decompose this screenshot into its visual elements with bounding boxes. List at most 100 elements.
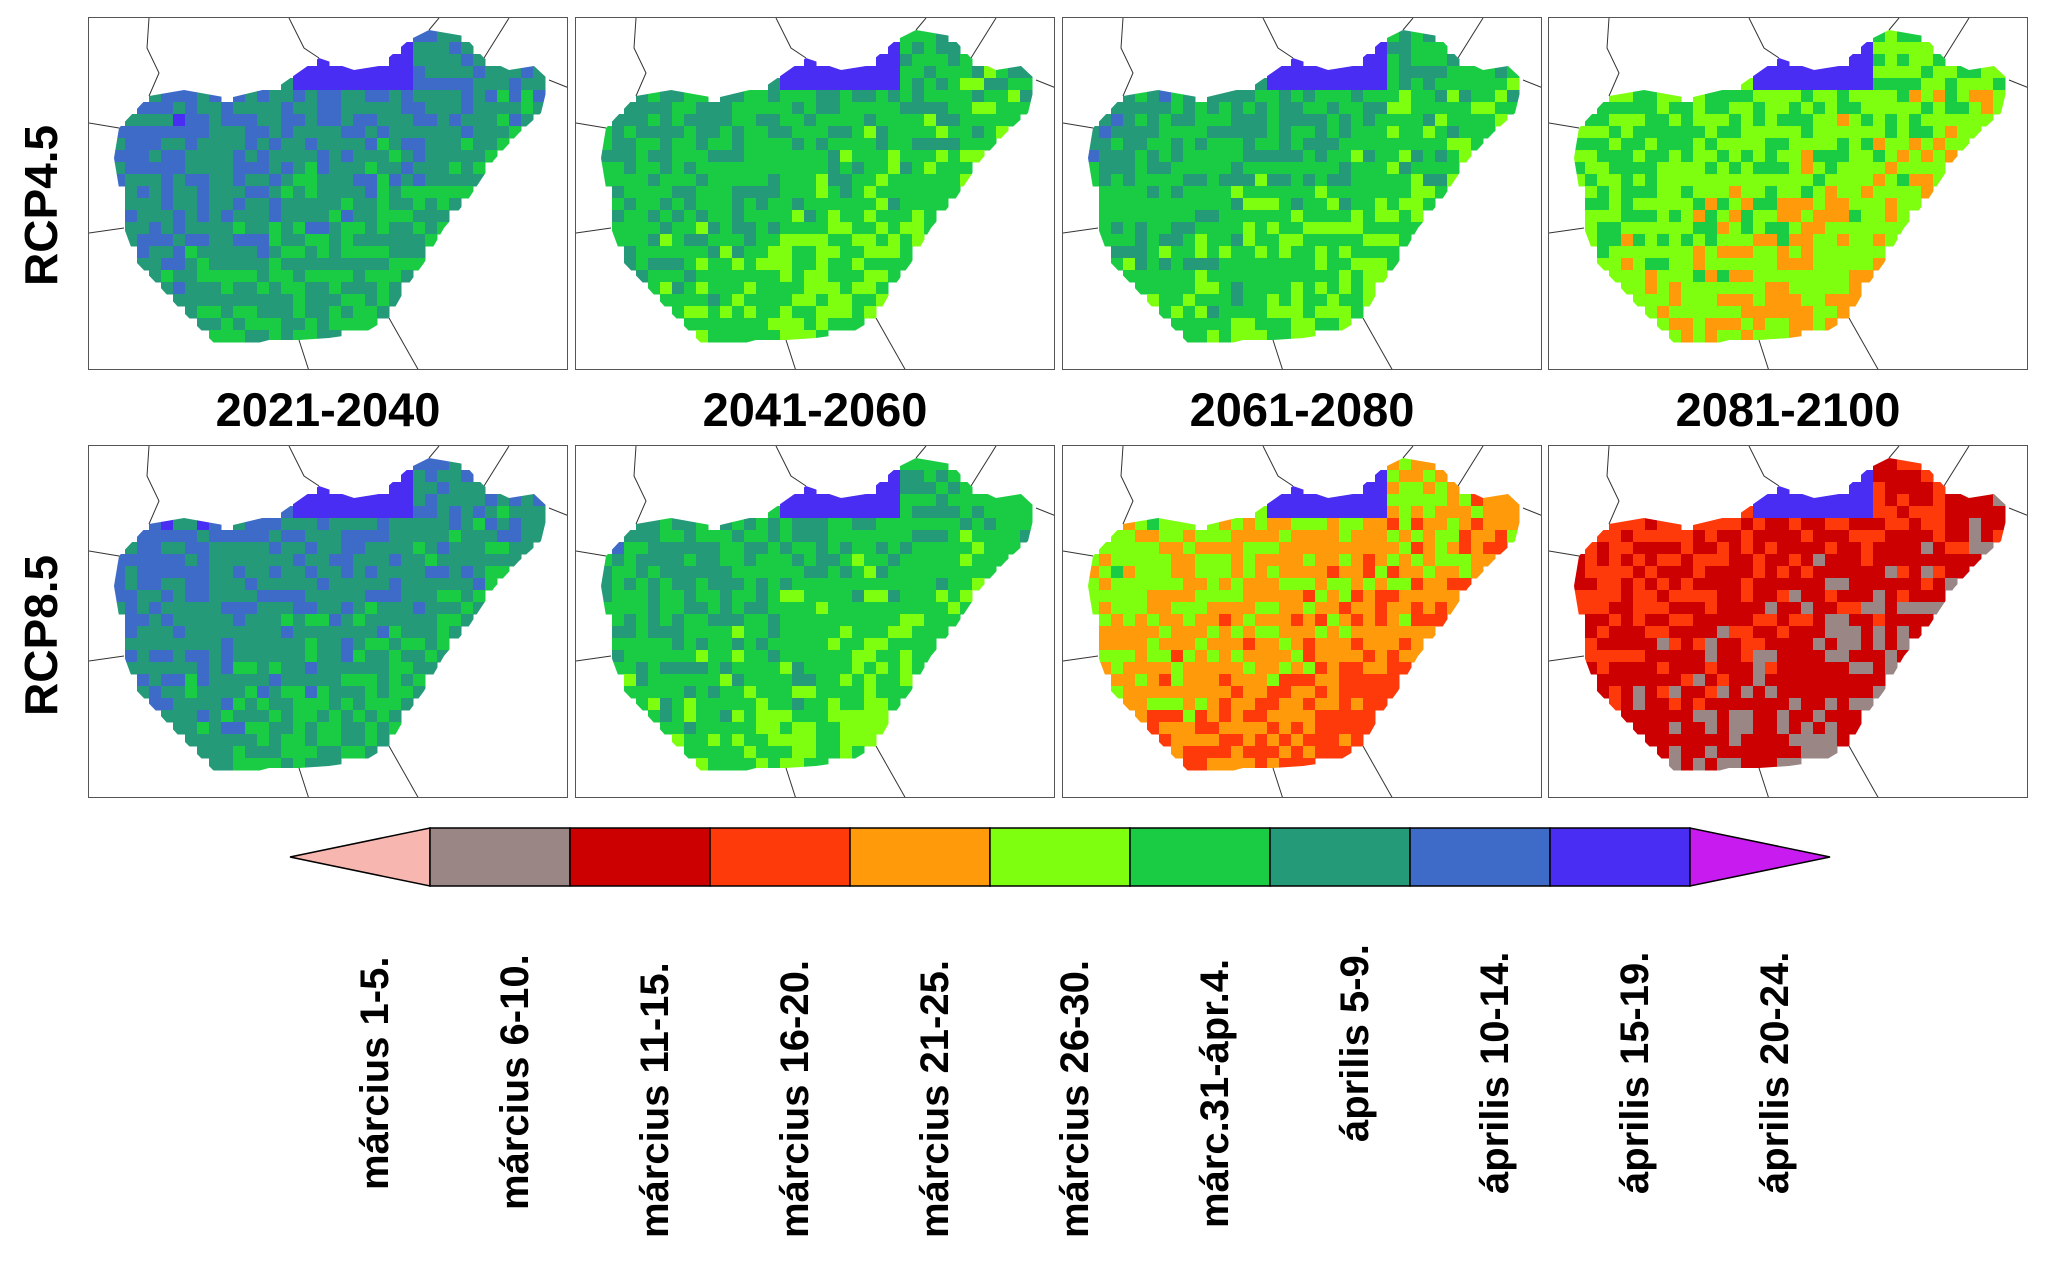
map-cell	[1008, 114, 1021, 127]
map-cell	[840, 294, 853, 307]
map-cell	[1411, 602, 1424, 615]
map-cell	[293, 746, 306, 759]
map-cell	[1621, 270, 1634, 283]
map-cell	[1243, 698, 1256, 711]
map-cell	[1729, 542, 1742, 555]
map-cell	[1729, 758, 1742, 771]
map-cell	[1705, 234, 1718, 247]
map-cell	[1375, 138, 1388, 151]
map-cell	[852, 246, 865, 259]
map-cell	[1777, 198, 1790, 211]
map-cell	[1207, 246, 1220, 259]
map-cell	[401, 54, 414, 67]
map-cell	[413, 54, 426, 67]
map-cell	[936, 30, 949, 43]
map-cell	[114, 566, 126, 579]
map-cell	[852, 506, 865, 519]
map-cell	[1183, 614, 1196, 627]
map-cell	[1861, 518, 1874, 531]
map-cell	[816, 174, 829, 187]
map-cell	[792, 710, 805, 723]
map-cell	[185, 198, 198, 211]
map-cell	[1801, 186, 1814, 199]
map-cell	[401, 686, 414, 699]
map-cell	[1303, 270, 1316, 283]
map-cell	[317, 330, 330, 343]
map-cell	[317, 710, 330, 723]
map-cell	[293, 174, 306, 187]
map-cell	[233, 698, 246, 711]
map-cell	[257, 722, 270, 735]
map-cell	[852, 282, 865, 295]
map-cell	[1459, 518, 1472, 531]
map-cell	[1363, 494, 1376, 507]
map-cell	[744, 542, 757, 555]
map-cell	[1837, 506, 1850, 519]
map-cell	[197, 734, 210, 747]
map-cell	[1243, 102, 1256, 115]
map-cell	[1813, 126, 1826, 139]
map-cell	[1183, 330, 1196, 343]
map-cell	[1789, 614, 1802, 627]
map-cell	[377, 126, 390, 139]
map-cell	[1111, 626, 1124, 639]
country-border-line	[785, 767, 796, 797]
map-cell	[329, 102, 342, 115]
map-cell	[1717, 222, 1730, 235]
map-cell	[245, 686, 258, 699]
map-cell	[449, 470, 462, 483]
map-cell	[1255, 210, 1268, 223]
map-cell	[876, 710, 889, 723]
map-cell	[137, 234, 150, 247]
map-cell	[1291, 746, 1304, 759]
map-cell	[1267, 638, 1280, 651]
map-cell	[329, 138, 342, 151]
map-cell	[1921, 614, 1934, 627]
map-cell	[197, 138, 210, 151]
map-cell	[401, 494, 414, 507]
map-cell	[648, 138, 661, 151]
map-cell	[1861, 138, 1874, 151]
map-cell	[744, 758, 757, 771]
map-cell	[1147, 530, 1160, 543]
map-cell	[269, 270, 282, 283]
map-cell	[840, 530, 853, 543]
map-cell	[149, 650, 162, 663]
map-cell	[1399, 66, 1412, 79]
map-cell	[245, 722, 258, 735]
map-cell	[1669, 270, 1682, 283]
map-cell	[377, 650, 390, 663]
map-cell	[173, 542, 186, 555]
map-cell	[1243, 246, 1256, 259]
map-cell	[696, 150, 709, 163]
map-cell	[257, 662, 270, 675]
map-cell	[1435, 542, 1448, 555]
map-cell	[1135, 270, 1148, 283]
map-cell	[233, 710, 246, 723]
map-cell	[114, 126, 126, 139]
map-cell	[684, 102, 697, 115]
map-cell	[1123, 590, 1136, 603]
map-cell	[1669, 306, 1682, 319]
map-cell	[1219, 246, 1232, 259]
map-cell	[1411, 578, 1424, 591]
map-cell	[1657, 270, 1670, 283]
map-cell	[1195, 746, 1208, 759]
map-cell	[161, 138, 174, 151]
map-cell	[1945, 494, 1958, 507]
map-cell	[317, 734, 330, 747]
map-cell	[1621, 614, 1634, 627]
map-cell	[413, 458, 426, 471]
map-cell	[389, 90, 402, 103]
map-cell	[1981, 542, 1994, 555]
map-cell	[1657, 126, 1670, 139]
map-cell	[1825, 246, 1838, 259]
map-cell	[888, 482, 901, 495]
map-cell	[1657, 734, 1670, 747]
map-cell	[1777, 698, 1790, 711]
map-cell	[1243, 542, 1256, 555]
map-cell	[1873, 494, 1886, 507]
map-cell	[377, 698, 390, 711]
country-border-line	[785, 339, 796, 369]
map-cell	[1885, 506, 1898, 519]
